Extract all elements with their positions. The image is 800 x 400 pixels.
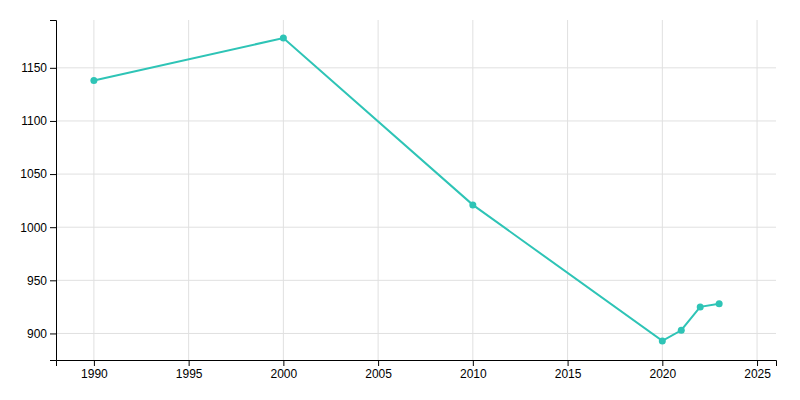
marker (659, 337, 666, 344)
x-tick: 1990 (81, 360, 108, 381)
y-tick-mark (50, 333, 56, 334)
x-tick-label: 1995 (176, 367, 203, 381)
x-tick-label: 2020 (649, 367, 676, 381)
y-tick: 1150 (21, 61, 56, 75)
y-tick-label: 1050 (20, 167, 47, 181)
y-tick-label: 1000 (20, 221, 47, 235)
x-tick-mark (473, 360, 474, 366)
x-tick-label: 2025 (744, 367, 771, 381)
y-tick: 900 (27, 327, 56, 341)
plot: 1990 1995 2000 2005 2010 2015 2020 2025 900 950 10… (20, 20, 776, 381)
x-axis: 1990 1995 2000 2005 2010 2015 2020 2025 (57, 360, 777, 381)
x-tick: 2015 (555, 360, 582, 381)
x-tick-mark (378, 360, 379, 366)
y-grid-line (56, 67, 776, 68)
x-grid-line (662, 20, 663, 360)
marker (716, 300, 723, 307)
x-tick-label: 2005 (365, 367, 392, 381)
series (90, 35, 722, 345)
x-tick-mark (189, 360, 190, 366)
x-tick-label: 2000 (271, 367, 298, 381)
x-tick-mark (283, 360, 284, 366)
y-tick-mark (50, 121, 56, 122)
x-grid-line (567, 20, 568, 360)
x-grid-line (472, 20, 473, 360)
y-tick: 1050 (20, 167, 56, 181)
marker (469, 201, 476, 208)
x-grid-line (188, 20, 189, 360)
x-axis-line (57, 361, 777, 367)
y-tick-label: 1150 (21, 61, 47, 75)
y-tick-label: 900 (27, 327, 47, 341)
y-tick-mark (50, 68, 56, 69)
marker (678, 327, 685, 334)
x-tick-mark (757, 360, 758, 366)
x-grid-line (378, 20, 379, 360)
line (94, 38, 719, 341)
marker (280, 35, 287, 42)
y-tick-label: 950 (27, 274, 47, 288)
grid (56, 20, 776, 360)
y-tick-label: 1100 (21, 114, 47, 128)
y-tick: 950 (27, 274, 56, 288)
x-tick-label: 2015 (555, 367, 582, 381)
marker (90, 77, 97, 84)
x-tick: 2025 (744, 360, 771, 381)
y-tick-mark (50, 227, 56, 228)
x-tick: 2010 (460, 360, 487, 381)
y-grid-line (56, 227, 776, 228)
y-grid-line (56, 333, 776, 334)
x-tick: 2000 (271, 360, 298, 381)
y-axis: 900 950 1000 1050 1100 1150 (20, 21, 56, 361)
y-axis-line (50, 21, 57, 361)
x-tick-mark (568, 360, 569, 366)
y-tick-mark (50, 174, 56, 175)
y-tick-mark (50, 280, 56, 281)
y-tick: 1100 (21, 114, 56, 128)
x-tick-mark (94, 360, 95, 366)
chart: 1990 1995 2000 2005 2010 2015 2020 2025 900 950 10… (0, 0, 800, 400)
x-grid-line (757, 20, 758, 360)
x-tick: 2020 (649, 360, 676, 381)
x-grid-line (283, 20, 284, 360)
y-grid-line (56, 120, 776, 121)
x-tick: 1995 (176, 360, 203, 381)
x-grid-line (93, 20, 94, 360)
y-tick: 1000 (20, 221, 56, 235)
x-tick-label: 1990 (81, 367, 108, 381)
x-tick: 2005 (365, 360, 392, 381)
marker (697, 303, 704, 310)
y-grid-line (56, 174, 776, 175)
y-grid-line (56, 280, 776, 281)
x-tick-mark (662, 360, 663, 366)
x-tick-label: 2010 (460, 367, 487, 381)
